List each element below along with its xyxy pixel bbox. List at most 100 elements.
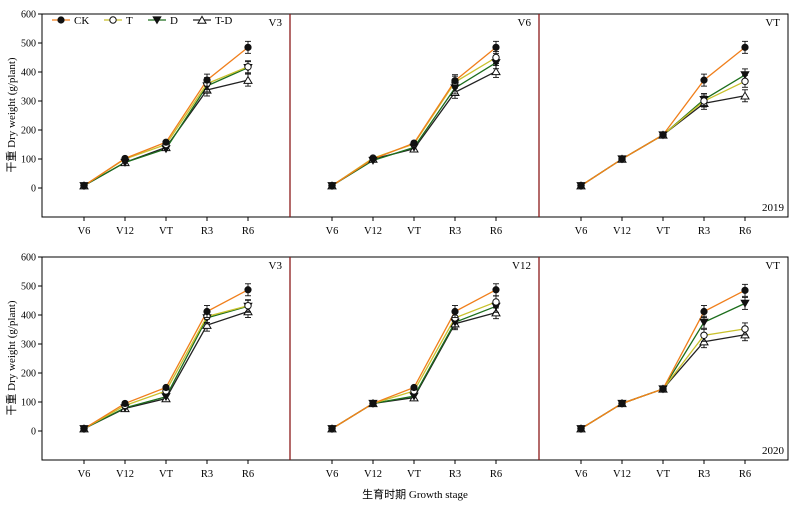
series-line-t-d [580, 95, 746, 187]
series-line-t [331, 56, 497, 187]
data-point-t [244, 302, 252, 310]
bottom-row-frame [41, 256, 789, 461]
legend-label-t-d: T-D [215, 15, 232, 27]
legend-symbol-t [109, 16, 117, 24]
x-tick-label: R6 [490, 226, 502, 237]
data-point-t [700, 97, 708, 105]
series-line-ck [580, 289, 746, 430]
legend-marker-t [109, 16, 117, 24]
x-tick-label: V12 [613, 469, 631, 480]
data-point-ck [659, 131, 667, 139]
data-point-t-d [243, 75, 253, 84]
data-point-ck [369, 399, 377, 408]
data-point-ck [203, 307, 211, 316]
panel-stage-label: V6 [518, 17, 532, 29]
data-point-t-d [202, 320, 212, 329]
legend-symbol-t-d [197, 15, 207, 24]
data-point-ck [328, 182, 336, 190]
x-tick-label: R3 [698, 469, 710, 480]
data-point-ck [741, 286, 749, 294]
data-point-t-d [740, 91, 750, 100]
data-point-ck [618, 155, 626, 163]
data-point-ck [121, 399, 129, 408]
legend: CK T D T-D [52, 15, 232, 27]
y-tick-label: 600 [21, 253, 36, 264]
series-line-d [83, 305, 249, 430]
data-point-ck [577, 425, 585, 433]
series-line-d [331, 305, 497, 430]
x-tick-label: VT [407, 226, 422, 237]
y-tick-label: 300 [21, 340, 36, 351]
top-row-frame [41, 13, 789, 218]
data-point-ck [700, 307, 708, 316]
x-tick-label: VT [407, 469, 422, 480]
panel-6: V6 V12 VT R3 R6 VT 2020 [538, 257, 785, 480]
series-line-ck [83, 289, 249, 430]
data-point-ck [410, 383, 418, 392]
x-tick-label: R3 [201, 226, 213, 237]
x-tick-label: V6 [575, 226, 588, 237]
y-tick-label: 100 [21, 155, 36, 166]
legend-label-d: D [170, 15, 178, 27]
data-point-ck [451, 307, 459, 316]
x-tick-label: VT [159, 226, 174, 237]
series-line-t-d [331, 312, 497, 430]
series-line-ck [83, 46, 249, 187]
x-tick-label: V6 [326, 226, 339, 237]
series-line-t-d [580, 334, 746, 430]
series-line-ck [580, 46, 746, 187]
x-tick-label: VT [656, 226, 671, 237]
x-tick-label: R6 [242, 226, 254, 237]
data-point-t [492, 298, 500, 306]
x-tick-label: V6 [575, 469, 588, 480]
panel-stage-label: VT [765, 17, 780, 29]
data-point-d [740, 299, 750, 308]
panel-5: V6 V12 VT R3 R6 V12 [289, 257, 531, 480]
y-tick-label: 500 [21, 282, 36, 293]
panel-2: V6 V12 VT R3 R6 V6 [289, 14, 532, 237]
legend-symbol-d [152, 16, 162, 25]
y-tick-label: 400 [21, 68, 36, 79]
panel-year-label: 2019 [762, 202, 785, 214]
x-axis-label: 生育时期 Growth stage [362, 487, 468, 501]
series-line-t-d [83, 310, 249, 430]
data-point-ck [162, 138, 170, 146]
y-tick-label: 200 [21, 126, 36, 137]
y-tick-label: 200 [21, 369, 36, 380]
x-tick-label: VT [159, 469, 174, 480]
panel-stage-label: VT [765, 260, 780, 272]
y-axis-label-2020: 干重 Dry weight (g/plant) [4, 300, 18, 416]
series-line-d [331, 62, 497, 187]
panel-1: 0 100 200 300 400 500 600 V6 V12 VT R3 R6 V3 [21, 10, 282, 238]
legend-label-ck: CK [74, 15, 89, 27]
data-point-t [741, 325, 749, 333]
data-point-ck [80, 425, 88, 433]
x-tick-label: V6 [78, 226, 91, 237]
panel-year-label: 2020 [762, 445, 785, 457]
data-point-ck [492, 43, 500, 51]
x-tick-label: R6 [739, 469, 751, 480]
legend-label-t: T [126, 15, 133, 27]
x-tick-label: V12 [364, 226, 382, 237]
y-tick-label: 400 [21, 311, 36, 322]
legend-marker-d [152, 16, 162, 25]
series-line-t [83, 305, 249, 430]
legend-symbol-ck [57, 16, 65, 24]
x-tick-label: V12 [364, 469, 382, 480]
data-point-t [244, 63, 252, 71]
data-point-ck [659, 385, 667, 393]
data-point-ck [121, 154, 129, 163]
data-point-ck [80, 182, 88, 190]
x-tick-label: V12 [613, 226, 631, 237]
data-point-ck [492, 286, 500, 294]
data-point-ck [244, 43, 252, 51]
data-point-t-d [491, 66, 501, 76]
legend-marker-t-d [197, 15, 207, 24]
panel-3: V6 V12 VT R3 R6 VT 2019 [538, 14, 785, 237]
panel-stage-label: V12 [512, 260, 531, 272]
x-tick-label: R3 [201, 469, 213, 480]
data-point-d [699, 318, 709, 327]
data-point-ck [618, 399, 626, 408]
x-tick-label: R6 [242, 469, 254, 480]
series-line-t [331, 301, 497, 430]
